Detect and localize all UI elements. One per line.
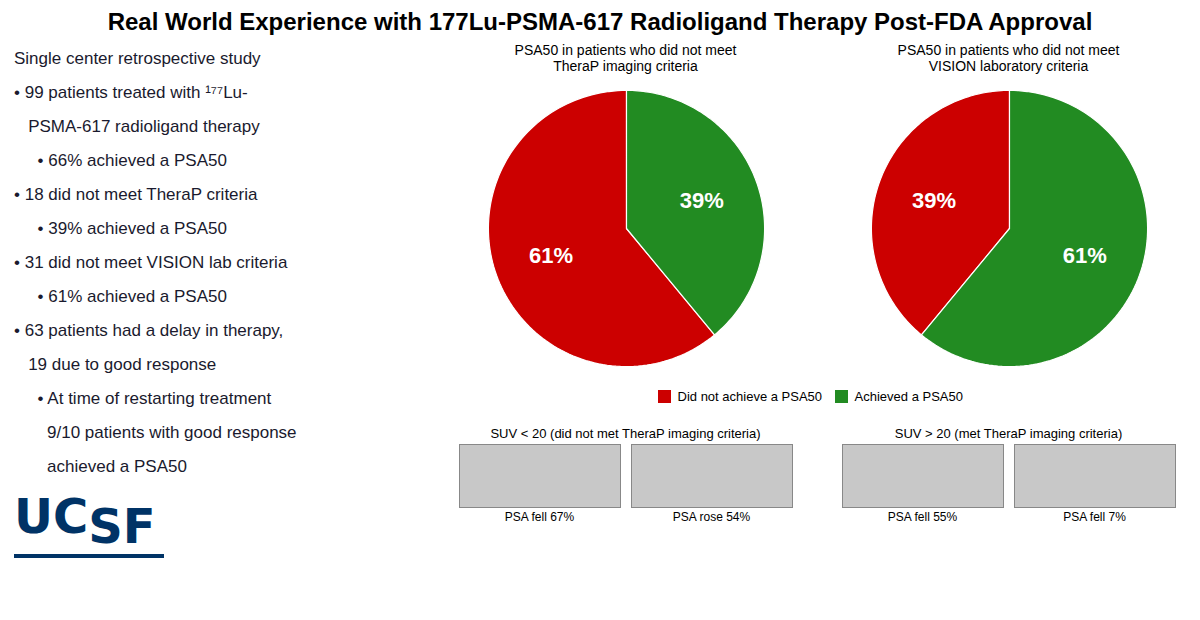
html-text:Did not achieve a PSA50: Did not achieve a PSA50 xyxy=(677,389,823,404)
html-text:SUV < 20 (did not met TheraP i: SUV < 20 (did not met TheraP imaging cri… xyxy=(490,425,761,441)
html-text:Single center retrospective st: Single center retrospective study xyxy=(14,49,261,68)
html-text:• 61% achieved a PSA50: • 61% achieved a PSA50 xyxy=(14,287,227,306)
html-text:PSA50 in patients who did not: PSA50 in patients who did not meet Thera… xyxy=(514,42,737,74)
svg-text:61%: 61% xyxy=(1062,243,1106,268)
html-text:Real World Experience with 177: Real World Experience with 177Lu-PSMA-61… xyxy=(107,8,1093,35)
html-text:PSA fell 7%: PSA fell 7% xyxy=(1063,509,1126,524)
html-text:Achieved a PSA50: Achieved a PSA50 xyxy=(854,389,963,404)
html-text:SUV > 20 (met TheraP imaging c: SUV > 20 (met TheraP imaging criteria) xyxy=(894,425,1123,441)
svg-text:39%: 39% xyxy=(912,188,956,213)
html-text:PSMA-617 radioligand therapy: PSMA-617 radioligand therapy xyxy=(14,117,260,136)
html-text:• 31 did not meet VISION lab c: • 31 did not meet VISION lab criteria xyxy=(14,253,288,272)
html-text:• 63 patients had a delay in t: • 63 patients had a delay in therapy, xyxy=(14,321,284,340)
html-text:achieved a PSA50: achieved a PSA50 xyxy=(14,457,187,476)
html-text:• 66% achieved a PSA50: • 66% achieved a PSA50 xyxy=(14,151,227,170)
html-text:19 due to good response: 19 due to good response xyxy=(14,355,217,374)
html-text:PSA fell 55%: PSA fell 55% xyxy=(887,509,958,524)
html-text:PSA fell 67%: PSA fell 67% xyxy=(504,509,575,524)
svg-text:39%: 39% xyxy=(679,188,723,213)
html-text:UCSF: UCSF xyxy=(14,488,156,554)
html-text:• 39% achieved a PSA50: • 39% achieved a PSA50 xyxy=(14,219,227,238)
html-text:• 18 did not meet TheraP crite: • 18 did not meet TheraP criteria xyxy=(14,185,258,204)
svg-text:61%: 61% xyxy=(529,243,573,268)
html-text:• 99 patients treated with ¹⁷⁷: • 99 patients treated with ¹⁷⁷Lu- xyxy=(14,83,248,102)
html-text:• At time of restarting treatm: • At time of restarting treatment xyxy=(14,389,272,408)
html-text:9/10 patients with good respon: 9/10 patients with good response xyxy=(14,423,297,442)
html-text:PSA50 in patients who did not: PSA50 in patients who did not meet VISIO… xyxy=(897,42,1120,74)
html-text:PSA rose 54%: PSA rose 54% xyxy=(672,509,751,524)
